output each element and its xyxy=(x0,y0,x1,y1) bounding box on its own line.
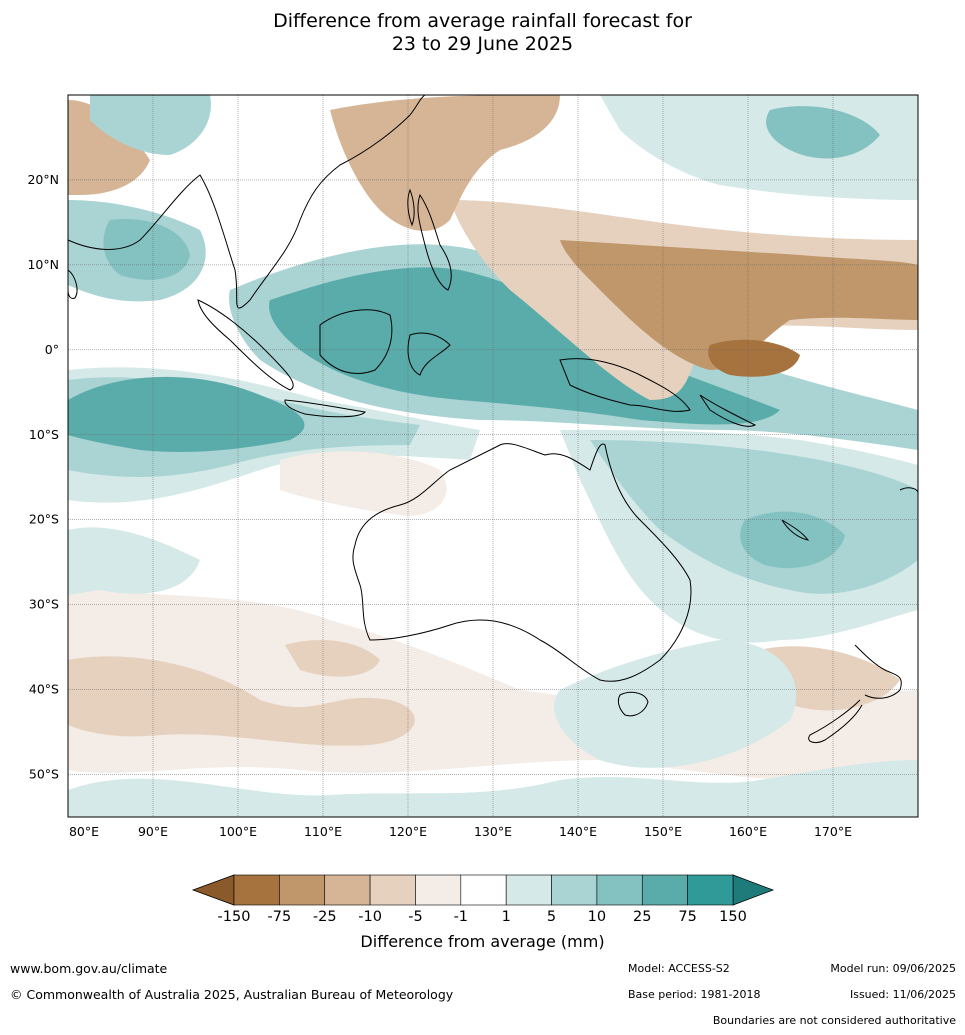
new-guinea-coastline xyxy=(559,358,691,412)
longitude-label: 170°E xyxy=(814,824,852,839)
longitude-label: 160°E xyxy=(729,824,767,839)
dry-patch-south-2 xyxy=(285,640,380,677)
colorbar-title: Difference from average (mm) xyxy=(360,932,605,951)
dry-core-north-pacific xyxy=(560,240,918,370)
rainfall-map: 80°E 90°E 100°E 110°E 120°E 130°E 140°E 150°E 16… xyxy=(27,94,919,839)
colorbar-tick-label: -75 xyxy=(268,909,292,925)
footer-issued: Issued: 11/06/2025 xyxy=(849,988,956,1001)
colorbar-tick-label: 25 xyxy=(633,909,651,925)
footer-disclaimer: Boundaries are not considered authoritat… xyxy=(712,1014,956,1027)
new-zealand-south xyxy=(808,699,863,743)
longitude-label: 130°E xyxy=(474,824,512,839)
dry-region-east-asia xyxy=(330,95,560,231)
longitude-label: 80°E xyxy=(69,824,99,839)
sri-lanka-coastline xyxy=(67,269,78,299)
sumatra-coastline xyxy=(197,299,294,391)
wet-core-new-caledonia xyxy=(740,511,845,569)
latitude-label: 50°S xyxy=(29,767,59,782)
latitude-label: 20°S xyxy=(29,512,59,527)
borneo-coastline xyxy=(319,309,393,374)
solomon-islands-coastline xyxy=(699,394,757,427)
colorbar-tick-label: 10 xyxy=(588,909,606,925)
wet-band-far-south xyxy=(68,760,918,817)
colorbar-tick-label: -150 xyxy=(218,909,251,925)
new-caledonia-coastline xyxy=(781,519,810,541)
dry-center-equator xyxy=(708,339,800,377)
dry-patch-inland-australia xyxy=(280,451,447,516)
colorbar-tick-label: 5 xyxy=(547,909,556,925)
longitude-label: 120°E xyxy=(389,824,427,839)
dry-region-india xyxy=(68,100,150,195)
wet-patch-tasman xyxy=(554,640,797,768)
wet-core-indian-ocean xyxy=(68,376,305,452)
map-frame xyxy=(67,94,919,818)
tasmania-coastline xyxy=(617,691,649,717)
latitude-label: 20°N xyxy=(27,172,59,187)
longitude-label: 140°E xyxy=(559,824,597,839)
footer-model-run: Model run: 09/06/2025 xyxy=(830,962,956,975)
map-title-line-1: Difference from average rainfall forecas… xyxy=(273,10,692,32)
colorbar-tick-label: -10 xyxy=(358,909,382,925)
footer-base-period: Base period: 1981-2018 xyxy=(628,988,761,1001)
wet-region-northwest xyxy=(90,95,211,155)
colorbar-tick-label: 75 xyxy=(678,909,696,925)
australia-coastline xyxy=(352,443,692,682)
wet-patch-southwest xyxy=(68,527,200,595)
colorbar-tick-label: 150 xyxy=(719,909,747,925)
wet-core-northeast xyxy=(766,106,880,159)
sulawesi-coastline xyxy=(407,332,451,376)
latitude-labels: 20°N 10°N 0° 10°S 20°S 30°S 40°S 50°S xyxy=(27,172,59,782)
colorbar-tick-label: -5 xyxy=(408,909,422,925)
philippines-coastline xyxy=(417,193,452,291)
map-title-line-2: 23 to 29 June 2025 xyxy=(391,33,574,55)
footer-copyright: © Commonwealth of Australia 2025, Austra… xyxy=(10,987,454,1002)
map-title: Difference from average rainfall forecas… xyxy=(0,10,965,56)
fiji-coastline xyxy=(899,487,919,493)
latitude-label: 30°S xyxy=(29,597,59,612)
colorbar-tick-label: -1 xyxy=(454,909,468,925)
longitude-labels: 80°E 90°E 100°E 110°E 120°E 130°E 140°E 150°E 16… xyxy=(69,824,852,839)
latitude-label: 10°N xyxy=(27,257,59,272)
wet-core-bay-of-bengal xyxy=(103,219,190,280)
taiwan-coastline xyxy=(407,188,415,227)
longitude-label: 100°E xyxy=(219,824,257,839)
latitude-label: 40°S xyxy=(29,682,59,697)
colorbar-tick-label: -25 xyxy=(313,909,337,925)
coastlines xyxy=(67,94,919,743)
longitude-label: 90°E xyxy=(138,824,168,839)
colorbar-labels: -150 -75 -25 -10 -5 -1 1 5 10 25 75 150 xyxy=(218,909,747,925)
latitude-label: 0° xyxy=(45,342,59,357)
colorbar-tick-label: 1 xyxy=(502,909,511,925)
gridlines xyxy=(67,95,918,817)
longitude-label: 110°E xyxy=(304,824,342,839)
latitude-label: 10°S xyxy=(29,427,59,442)
new-zealand-north xyxy=(854,644,902,699)
footer-website: www.bom.gov.au/climate xyxy=(10,961,168,976)
dry-patch-south-1 xyxy=(68,656,415,746)
longitude-label: 150°E xyxy=(644,824,682,839)
asia-coastline xyxy=(67,94,426,309)
footer-model: Model: ACCESS-S2 xyxy=(628,962,730,975)
java-coastline xyxy=(284,399,366,418)
